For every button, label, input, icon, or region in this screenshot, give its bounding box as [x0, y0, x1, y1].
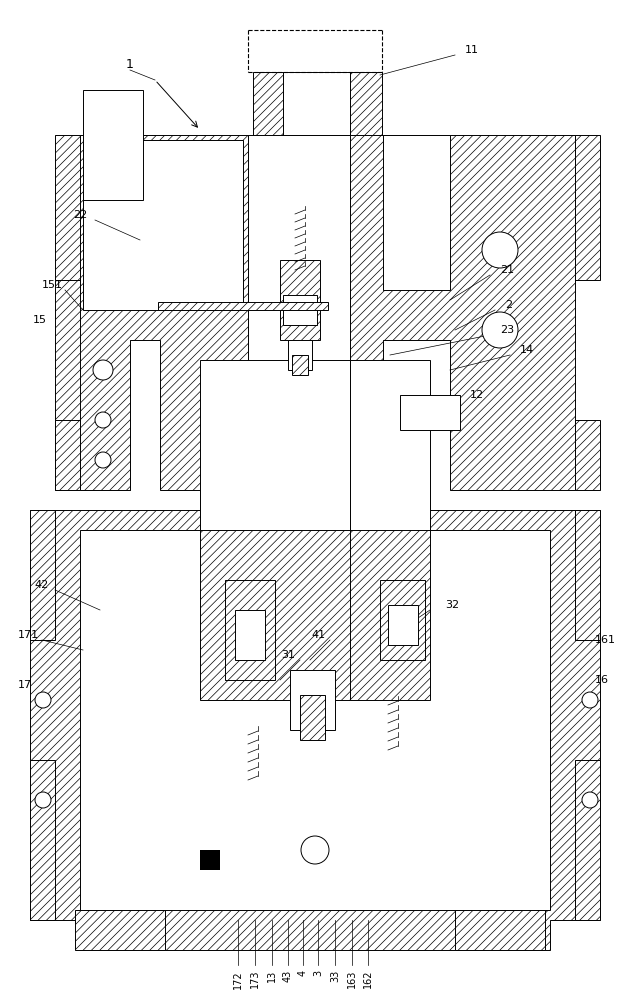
- Text: 163: 163: [347, 970, 357, 988]
- Text: 13: 13: [267, 970, 277, 982]
- Polygon shape: [55, 420, 80, 490]
- Polygon shape: [575, 760, 600, 920]
- Text: 161: 161: [595, 635, 616, 645]
- Bar: [83, 90, 143, 200]
- Circle shape: [95, 412, 111, 428]
- Circle shape: [482, 312, 518, 348]
- Bar: [400, 395, 460, 430]
- Text: 3: 3: [313, 970, 323, 976]
- Text: 22: 22: [73, 210, 87, 220]
- Bar: [83, 140, 243, 310]
- Bar: [388, 605, 418, 645]
- Text: 21: 21: [500, 265, 514, 275]
- Bar: [288, 340, 312, 370]
- Circle shape: [35, 792, 51, 808]
- Text: 16: 16: [595, 675, 609, 685]
- Bar: [248, 135, 350, 490]
- Bar: [200, 850, 220, 870]
- Text: 41: 41: [311, 630, 325, 640]
- Text: 162: 162: [363, 970, 373, 988]
- Bar: [280, 260, 320, 340]
- Text: 23: 23: [500, 325, 514, 335]
- Polygon shape: [575, 510, 600, 640]
- Bar: [283, 72, 350, 135]
- Bar: [455, 910, 545, 950]
- Polygon shape: [30, 760, 55, 920]
- Text: 11: 11: [465, 45, 479, 55]
- Circle shape: [93, 360, 113, 380]
- Text: 173: 173: [250, 970, 260, 988]
- Polygon shape: [80, 135, 248, 490]
- Bar: [300, 695, 325, 740]
- Text: 32: 32: [445, 600, 459, 610]
- Text: 2: 2: [505, 300, 512, 310]
- Text: 15: 15: [33, 315, 47, 325]
- Circle shape: [301, 836, 329, 864]
- Bar: [158, 302, 328, 310]
- Polygon shape: [350, 135, 575, 490]
- Text: 17: 17: [18, 680, 32, 690]
- Bar: [235, 610, 265, 660]
- Text: 4: 4: [298, 970, 308, 976]
- Text: 42: 42: [35, 580, 49, 590]
- Text: 12: 12: [470, 390, 484, 400]
- Polygon shape: [55, 135, 155, 280]
- Bar: [350, 360, 430, 530]
- Circle shape: [582, 692, 598, 708]
- Bar: [290, 670, 335, 730]
- Circle shape: [582, 792, 598, 808]
- Bar: [350, 72, 382, 135]
- Bar: [200, 360, 350, 530]
- Circle shape: [482, 232, 518, 268]
- Polygon shape: [350, 510, 430, 700]
- Bar: [283, 295, 317, 325]
- Text: 172: 172: [233, 970, 243, 989]
- Bar: [383, 135, 450, 290]
- Bar: [253, 72, 283, 135]
- Text: 171: 171: [18, 630, 39, 640]
- Polygon shape: [575, 420, 600, 490]
- Bar: [75, 910, 165, 950]
- Text: 33: 33: [330, 970, 340, 982]
- Circle shape: [95, 452, 111, 468]
- Circle shape: [35, 692, 51, 708]
- Polygon shape: [30, 490, 600, 950]
- Bar: [292, 355, 308, 375]
- Text: 1: 1: [126, 58, 134, 72]
- Polygon shape: [30, 510, 55, 640]
- Text: 151: 151: [42, 280, 63, 290]
- Text: 14: 14: [520, 345, 534, 355]
- Polygon shape: [575, 135, 600, 280]
- Bar: [225, 580, 275, 680]
- Text: 43: 43: [283, 970, 293, 982]
- Bar: [380, 580, 425, 660]
- Polygon shape: [200, 510, 350, 700]
- Polygon shape: [55, 280, 130, 490]
- Polygon shape: [80, 510, 550, 910]
- Text: 31: 31: [281, 650, 295, 660]
